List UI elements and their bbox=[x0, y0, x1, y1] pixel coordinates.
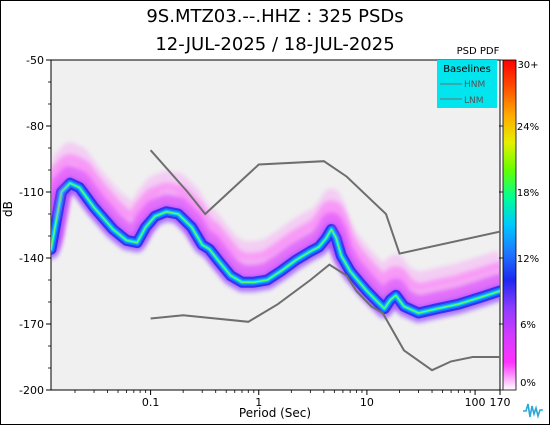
x-tick-label: 10 bbox=[360, 396, 374, 409]
x-tick-label: 170 bbox=[490, 396, 511, 409]
x-axis-label: Period (Sec) bbox=[239, 406, 311, 420]
y-tick-label: -110 bbox=[19, 186, 44, 199]
pdf-density-band bbox=[51, 182, 500, 314]
colorbar-tick-label: 18% bbox=[517, 188, 539, 199]
colorbar-tick-label: 12% bbox=[517, 254, 539, 265]
pdf-density-layer bbox=[51, 142, 500, 323]
y-tick-label: -80 bbox=[26, 120, 44, 133]
y-tick-label: -50 bbox=[26, 54, 44, 67]
baseline-lines bbox=[149, 149, 500, 372]
legend-title: Baselines bbox=[443, 64, 491, 75]
y-tick-label: -170 bbox=[19, 318, 44, 331]
colorbar-tick-label: 6% bbox=[520, 320, 536, 331]
y-tick-label: -200 bbox=[19, 384, 44, 397]
colorbar bbox=[502, 59, 517, 391]
x-tick-label: 1 bbox=[255, 396, 262, 409]
y-tick-label: -140 bbox=[19, 252, 44, 265]
colorbar-tick-label: 0% bbox=[520, 378, 536, 389]
y-axis-label: dB bbox=[1, 201, 15, 217]
colorbar-ticks: 0% 6% 12% 18% 24% 30+ bbox=[499, 59, 539, 391]
legend-entry-lnm: LNM bbox=[464, 96, 484, 106]
x-tick-label: 100 bbox=[465, 396, 486, 409]
colorbar-tick-label: 30+ bbox=[517, 60, 538, 71]
chart-title: 9S.MTZ03.--.HHZ : 325 PSDs bbox=[146, 6, 404, 27]
chart-subtitle: 12-JUL-2025 / 18-JUL-2025 bbox=[155, 34, 395, 55]
colorbar-tick-label: 24% bbox=[517, 122, 539, 133]
brand-logo-icon bbox=[520, 397, 546, 422]
legend: Baselines HNM LNM bbox=[437, 60, 497, 108]
legend-entry-hnm: HNM bbox=[464, 80, 485, 90]
baseline-hnm-line bbox=[149, 149, 500, 255]
pdf-density-band bbox=[51, 142, 500, 290]
x-tick-label: 0.1 bbox=[142, 396, 160, 409]
colorbar-title: PSD PDF bbox=[457, 46, 500, 57]
axes: 0.1 1 10 100 170 -50 -80 -110 -140 -170 -200 bbox=[19, 54, 510, 409]
baseline-lnm-line bbox=[150, 263, 500, 372]
